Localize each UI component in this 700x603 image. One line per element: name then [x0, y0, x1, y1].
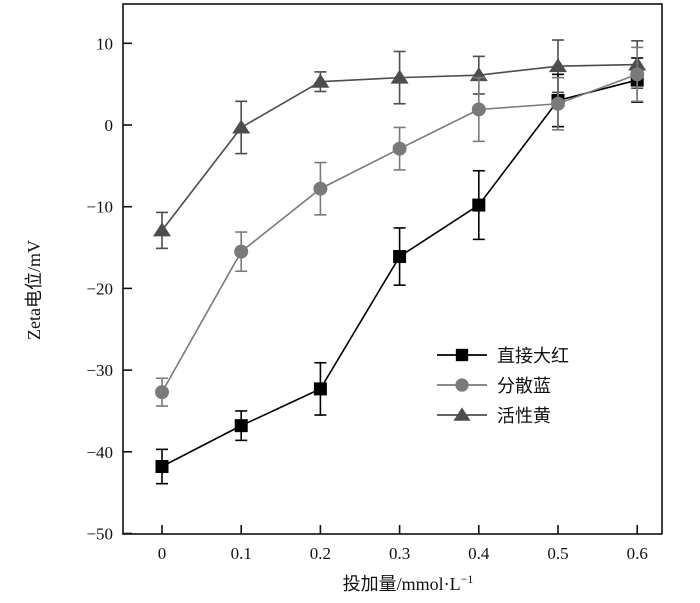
y-tick-label: 0	[105, 116, 114, 135]
circle-marker	[313, 181, 328, 196]
square-marker	[234, 419, 248, 433]
x-tick-label: 0.4	[468, 544, 490, 563]
circle-marker	[471, 102, 486, 117]
axes: 10 0 −10 −20 −30 −40 −50 0 0.1 0.2 0.3 0.4 0.5 0.6	[86, 34, 647, 563]
legend-label: 分散蓝	[497, 376, 551, 397]
x-axis-title: 投加量/mmol·L−1	[343, 572, 474, 594]
plot-frame	[122, 3, 663, 535]
circle-marker	[392, 141, 407, 156]
triangle-marker	[311, 73, 330, 88]
legend-label: 活性黄	[497, 406, 551, 427]
x-tick-label: 0	[158, 544, 167, 563]
triangle-marker	[232, 119, 251, 134]
square-marker	[455, 348, 469, 362]
y-tick-label: 10	[96, 34, 113, 53]
square-marker	[393, 250, 407, 264]
y-axis-title: Zeta电位/mV	[24, 240, 44, 340]
x-axis-title-superscript: −1	[461, 572, 474, 586]
triangle-marker	[153, 222, 171, 237]
square-marker	[472, 198, 486, 212]
series-layer	[153, 39, 647, 485]
legend-label: 直接大红	[497, 346, 569, 367]
y-tick-label: −10	[86, 198, 113, 217]
circle-marker	[234, 244, 249, 259]
x-tick-label: 0.3	[389, 544, 410, 563]
triangle-marker	[453, 407, 471, 421]
y-tick-label: −50	[86, 525, 113, 544]
circle-marker	[455, 378, 469, 392]
circle-marker	[551, 96, 565, 111]
legend-item: 分散蓝	[437, 376, 551, 397]
legend-item: 活性黄	[437, 406, 551, 427]
plot-area	[122, 3, 663, 535]
y-tick-label: −20	[86, 279, 113, 298]
x-tick-label: 0.1	[231, 544, 252, 563]
series-square	[155, 57, 644, 485]
series-triangle	[153, 39, 647, 250]
x-tick-label: 0.6	[627, 544, 648, 563]
triangle-marker	[549, 58, 567, 73]
circle-marker	[155, 385, 169, 400]
triangle-marker	[390, 69, 409, 84]
legend-item: 直接大红	[437, 346, 569, 367]
x-tick-label: 0.5	[547, 544, 568, 563]
square-marker	[155, 460, 169, 474]
y-tick-label: −40	[86, 443, 113, 462]
series-circle	[155, 46, 645, 407]
x-axis-title-text: 投加量/mmol·L	[343, 574, 461, 594]
circle-marker	[630, 67, 645, 82]
y-tick-label: −30	[86, 361, 113, 380]
square-marker	[313, 382, 327, 396]
x-tick-label: 0.2	[310, 544, 331, 563]
